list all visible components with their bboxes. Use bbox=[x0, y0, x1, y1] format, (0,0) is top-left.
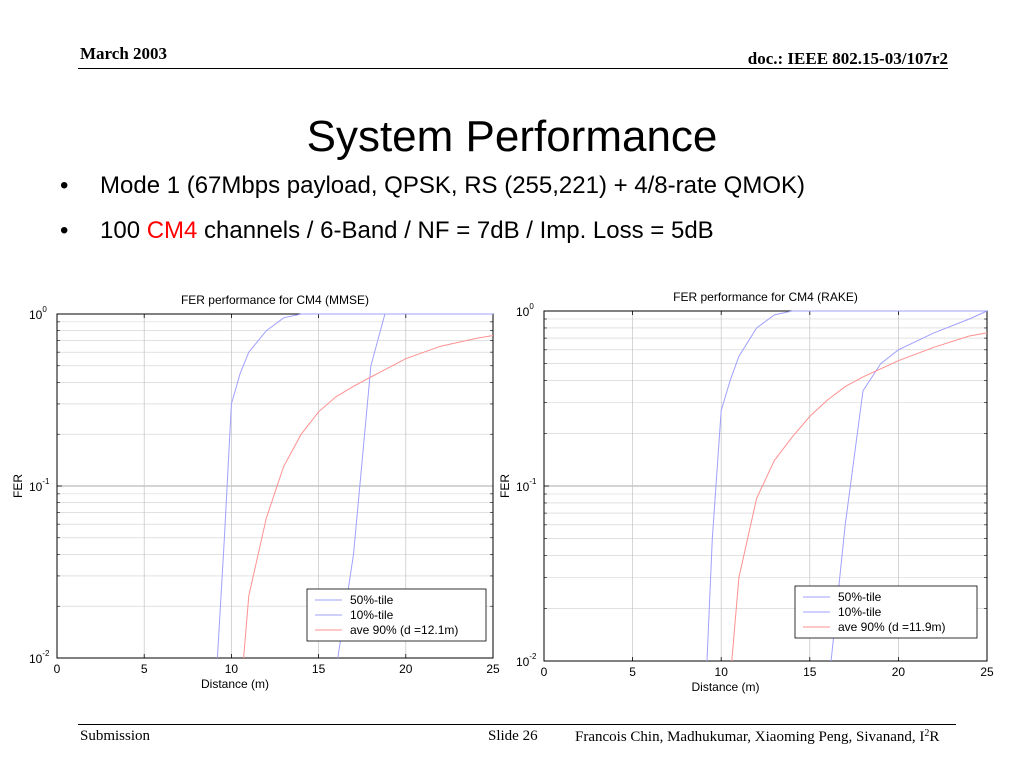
header-date: March 2003 bbox=[80, 44, 168, 63]
x-tick-label: 10 bbox=[225, 662, 239, 676]
x-axis-label: Distance (m) bbox=[691, 680, 759, 694]
chart-rake-svg: 0 5 10 15 20 25 100 10-1 10-2 FER performance for… bbox=[498, 290, 994, 694]
chart-title: FER performance for CM4 (MMSE) bbox=[181, 293, 369, 307]
chart-title: FER performance for CM4 (RAKE) bbox=[673, 290, 858, 304]
chart-rake: 0 5 10 15 20 25 100 10-1 10-2 FER performance for… bbox=[496, 283, 1006, 703]
header-doc-id: doc.: IEEE 802.15-03/107r2 bbox=[747, 49, 948, 68]
bullet-item-channels: • 100 CM4 channels / 6-Band / NF = 7dB /… bbox=[58, 217, 805, 245]
x-tick-label: 25 bbox=[980, 665, 994, 679]
legend-label: 10%-tile bbox=[838, 605, 882, 619]
x-tick-label: 25 bbox=[486, 662, 500, 676]
x-tick-label: 0 bbox=[54, 662, 61, 676]
y-tick-label: 10-2 bbox=[516, 652, 537, 669]
chart-mmse: 0 5 10 15 20 25 100 10-1 10-2 FER performance for… bbox=[8, 283, 504, 703]
slide-title: System Performance bbox=[306, 112, 718, 161]
y-tick-label: 100 bbox=[29, 305, 47, 322]
x-tick-label: 20 bbox=[892, 665, 906, 679]
x-axis-label: Distance (m) bbox=[201, 677, 269, 691]
series-line bbox=[243, 335, 494, 659]
series-line bbox=[731, 332, 988, 662]
x-tick-label: 15 bbox=[312, 662, 326, 676]
y-axis-label: FER bbox=[11, 474, 25, 498]
axes-frame bbox=[543, 310, 988, 662]
footer-submission: Submission bbox=[80, 728, 151, 744]
x-tick-label: 10 bbox=[715, 665, 729, 679]
axes-frame bbox=[56, 313, 494, 659]
legend-label: 10%-tile bbox=[350, 608, 394, 622]
series-line bbox=[216, 313, 493, 659]
footer-authors-main: Francois Chin, Madhukumar, Xiaoming Peng… bbox=[575, 729, 925, 745]
legend-label: ave 90% (d =11.9m) bbox=[838, 620, 946, 634]
bullet-text: Mode 1 (67Mbps payload, QPSK, RS (255,22… bbox=[100, 172, 805, 199]
legend-label: 50%-tile bbox=[838, 590, 882, 604]
x-tick-label: 0 bbox=[541, 665, 548, 679]
y-tick-label: 10-1 bbox=[516, 477, 537, 494]
bullet-marker: • bbox=[60, 172, 69, 199]
y-tick-label: 10-1 bbox=[29, 477, 50, 494]
bullet-item-mode: • Mode 1 (67Mbps payload, QPSK, RS (255,… bbox=[58, 172, 805, 200]
y-tick-label: 10-2 bbox=[29, 649, 50, 666]
y-tick-label: 100 bbox=[516, 302, 534, 319]
bullet-highlight: CM4 bbox=[146, 217, 198, 244]
x-tick-label: 5 bbox=[141, 662, 148, 676]
bullet-text-suffix: channels / 6-Band / NF = 7dB / Imp. Loss… bbox=[197, 217, 714, 244]
series-line bbox=[830, 310, 988, 662]
footer-authors-end: R bbox=[929, 729, 940, 745]
footer-rule bbox=[78, 724, 956, 725]
legend-label: ave 90% (d =12.1m) bbox=[350, 623, 458, 637]
y-axis-label: FER bbox=[498, 474, 512, 498]
series-line bbox=[706, 310, 987, 662]
footer-authors-sup: 2 bbox=[924, 728, 930, 739]
x-tick-label: 15 bbox=[803, 665, 817, 679]
bullet-list: • Mode 1 (67Mbps payload, QPSK, RS (255,… bbox=[58, 172, 805, 262]
footer-authors: Francois Chin, Madhukumar, Xiaoming Peng… bbox=[575, 728, 939, 746]
legend-label: 50%-tile bbox=[350, 593, 394, 607]
chart-mmse-svg: 0 5 10 15 20 25 100 10-1 10-2 FER performance for… bbox=[11, 293, 500, 691]
bullet-marker: • bbox=[60, 217, 69, 244]
footer-slide-number: Slide 26 bbox=[488, 728, 538, 744]
bullet-text-prefix: 100 bbox=[100, 217, 147, 244]
x-tick-label: 5 bbox=[629, 665, 636, 679]
header-rule bbox=[78, 68, 948, 69]
x-tick-label: 20 bbox=[399, 662, 413, 676]
